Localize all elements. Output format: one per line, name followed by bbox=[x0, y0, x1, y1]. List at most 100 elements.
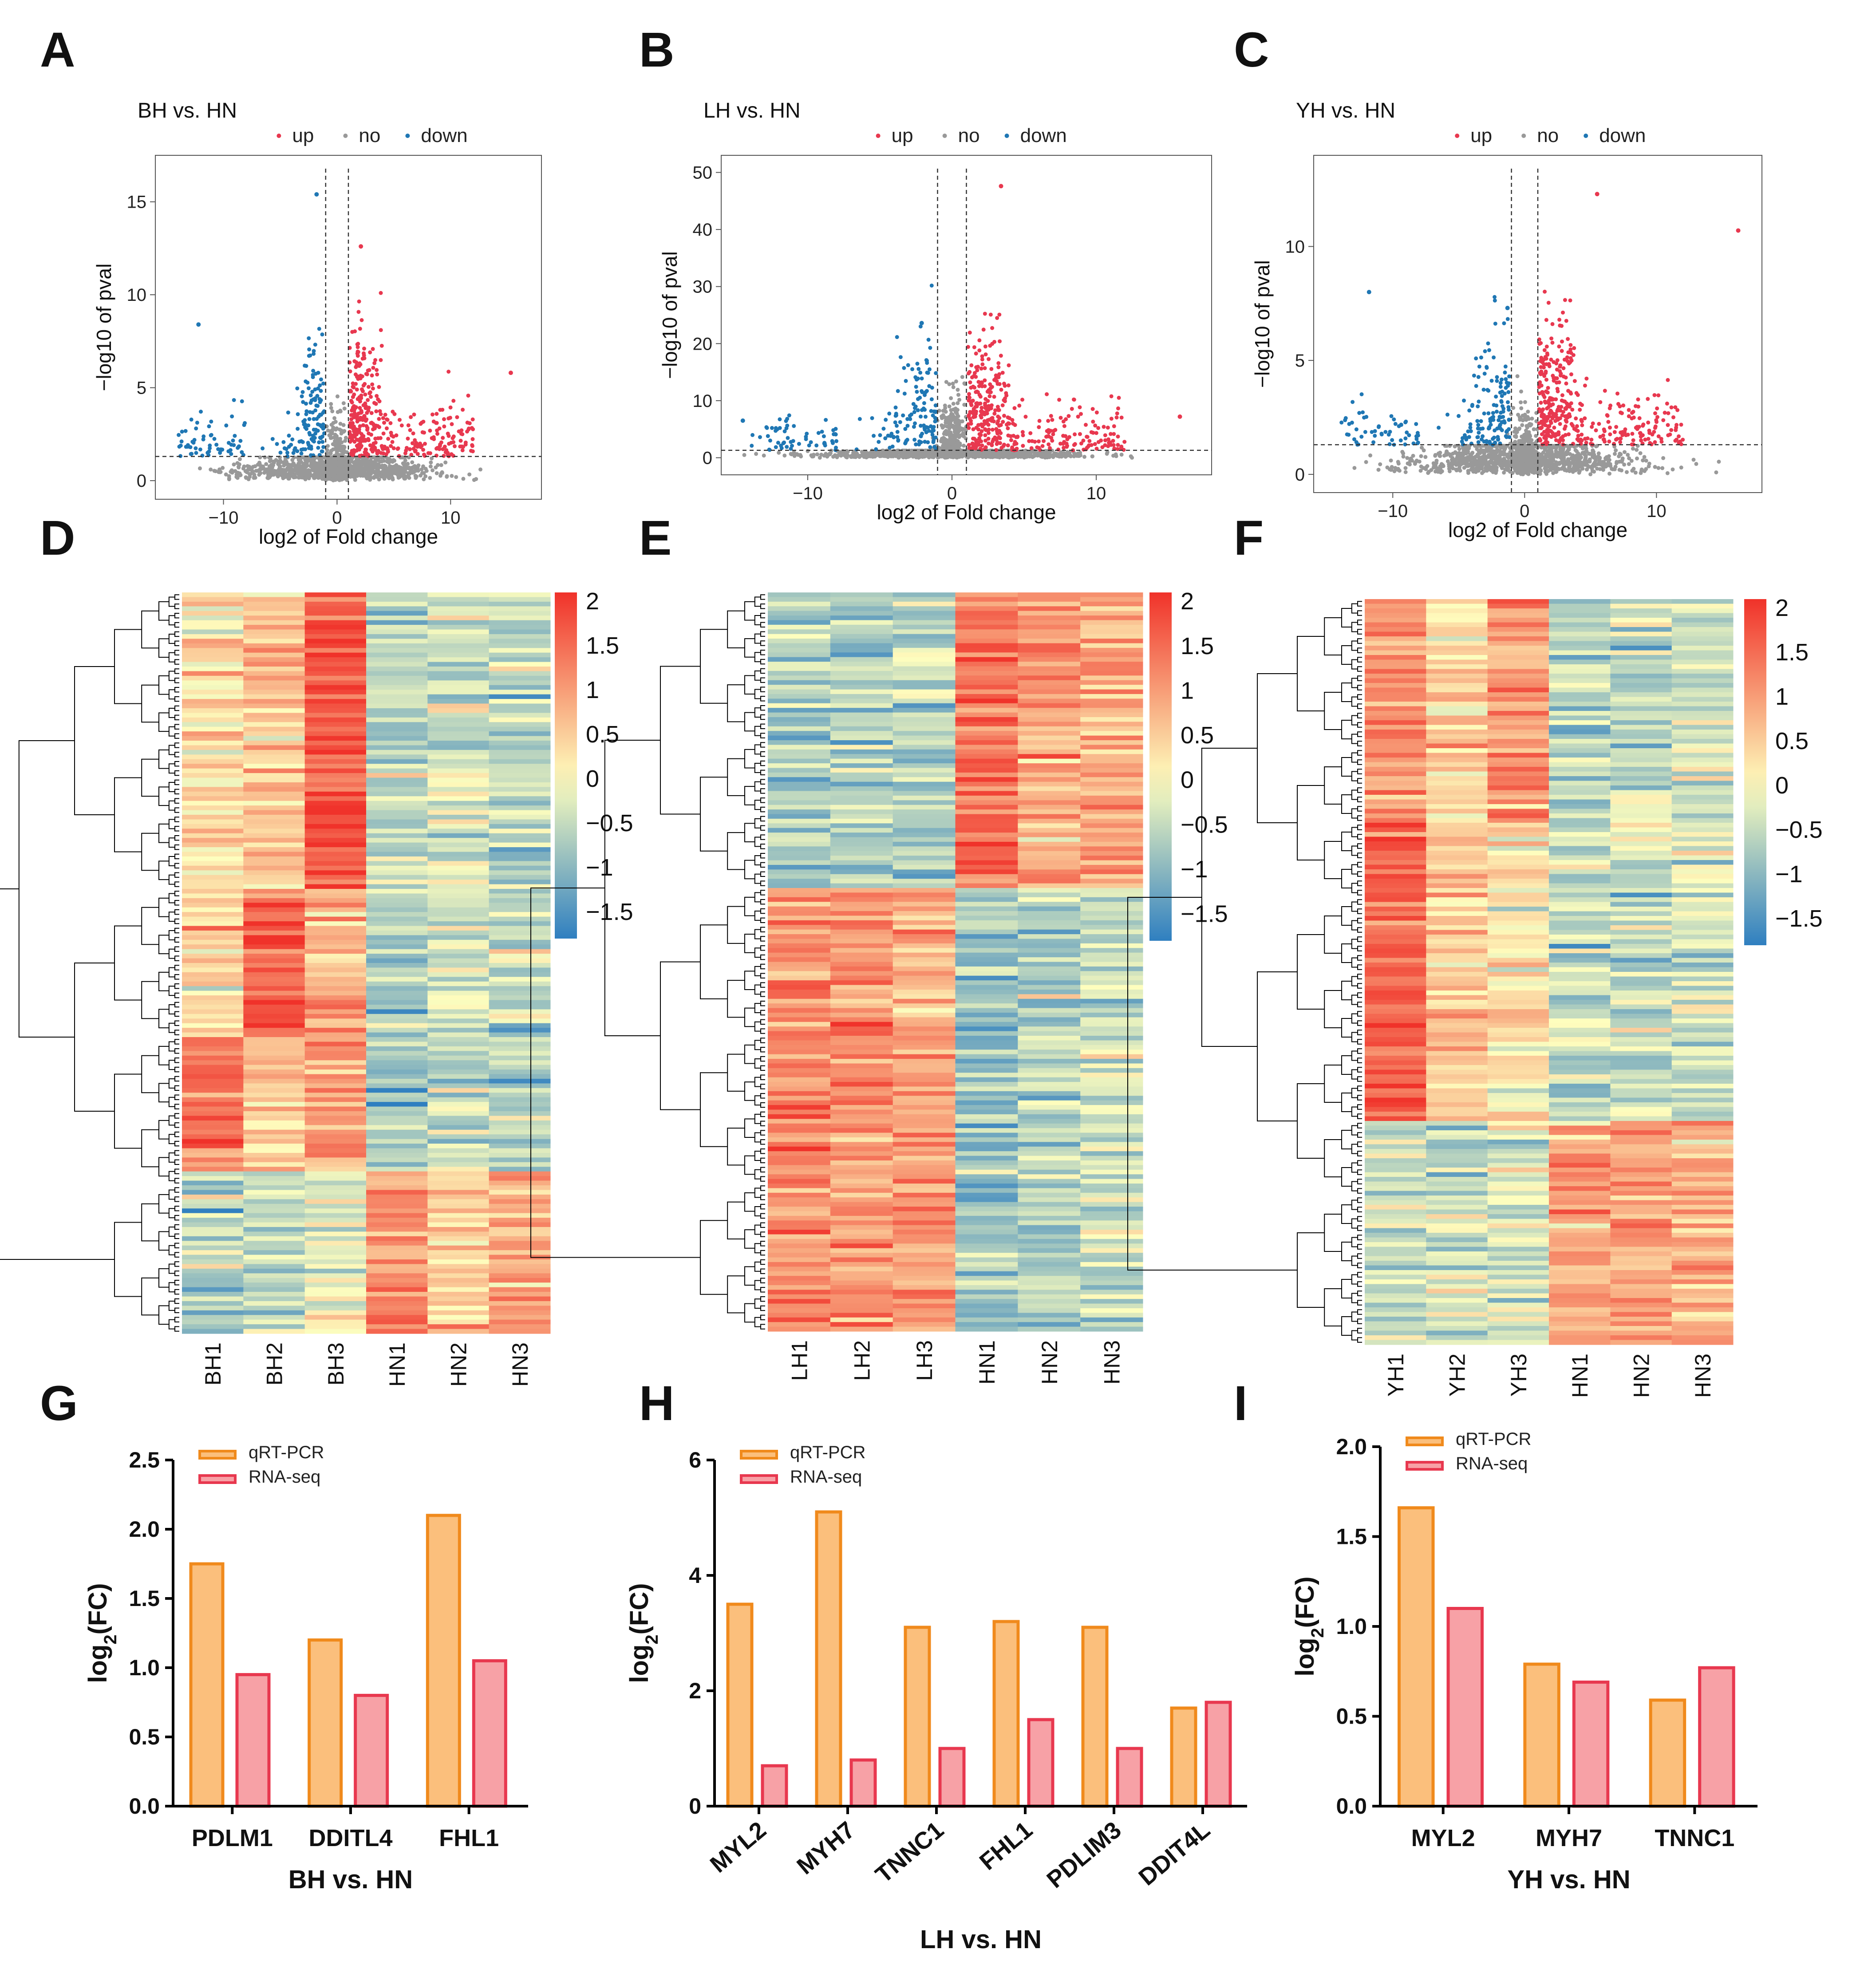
point-no bbox=[857, 454, 861, 458]
point-down bbox=[926, 440, 930, 445]
point-down bbox=[232, 443, 236, 447]
point-up bbox=[363, 382, 367, 386]
point-up bbox=[420, 430, 425, 434]
point-up bbox=[1093, 442, 1097, 446]
point-up bbox=[1029, 446, 1034, 450]
point-no bbox=[333, 420, 338, 424]
point-up bbox=[358, 327, 362, 331]
point-down bbox=[224, 423, 229, 428]
point-no bbox=[336, 447, 340, 452]
point-down bbox=[243, 421, 247, 425]
point-down bbox=[179, 439, 184, 444]
point-no bbox=[939, 446, 943, 450]
point-down bbox=[915, 362, 920, 366]
point-no bbox=[1544, 468, 1549, 472]
point-down bbox=[201, 434, 206, 438]
point-up bbox=[450, 422, 454, 426]
point-no bbox=[1447, 469, 1452, 474]
point-up bbox=[431, 435, 436, 439]
point-down bbox=[902, 366, 906, 370]
point-up bbox=[988, 382, 992, 387]
point-no bbox=[1624, 470, 1629, 474]
point-up bbox=[446, 434, 451, 438]
point-down bbox=[888, 446, 892, 450]
point-up bbox=[399, 423, 404, 428]
point-down bbox=[189, 417, 194, 422]
point-no bbox=[292, 473, 297, 477]
legend-label-no: no bbox=[1537, 125, 1559, 146]
point-down bbox=[913, 404, 918, 409]
point-no bbox=[371, 464, 375, 468]
point-outlier bbox=[359, 244, 363, 249]
point-no bbox=[1548, 458, 1553, 462]
point-no bbox=[264, 462, 269, 466]
point-no bbox=[1481, 469, 1486, 474]
point-up bbox=[1065, 437, 1070, 442]
point-no bbox=[403, 458, 407, 463]
point-no bbox=[1627, 456, 1631, 461]
point-up bbox=[983, 433, 987, 438]
point-no bbox=[1653, 465, 1657, 469]
point-up bbox=[995, 431, 1000, 436]
point-down bbox=[313, 431, 318, 436]
point-no bbox=[1066, 452, 1070, 456]
point-no bbox=[1433, 453, 1438, 457]
point-no bbox=[342, 449, 346, 453]
point-down bbox=[776, 441, 780, 445]
point-down bbox=[285, 454, 290, 458]
point-no bbox=[948, 418, 952, 422]
point-no bbox=[237, 465, 241, 470]
point-down bbox=[785, 445, 789, 449]
point-no bbox=[1368, 453, 1373, 458]
point-no bbox=[1467, 446, 1471, 450]
point-up bbox=[1014, 435, 1019, 439]
point-no bbox=[1470, 464, 1475, 469]
point-no bbox=[1417, 459, 1422, 464]
point-no bbox=[330, 409, 335, 414]
y-tick-label: 30 bbox=[693, 277, 713, 297]
point-down bbox=[912, 421, 917, 426]
point-no bbox=[419, 474, 423, 478]
point-no bbox=[1105, 450, 1110, 454]
point-up bbox=[369, 411, 374, 415]
point-no bbox=[762, 454, 766, 458]
point-no bbox=[235, 476, 240, 480]
point-no bbox=[265, 467, 270, 472]
point-no bbox=[398, 475, 402, 479]
point-no bbox=[315, 470, 319, 474]
point-up bbox=[1002, 398, 1006, 403]
point-no bbox=[944, 421, 948, 425]
point-up bbox=[467, 421, 472, 426]
point-up bbox=[350, 408, 355, 412]
point-no bbox=[337, 427, 342, 432]
point-up bbox=[388, 421, 393, 425]
panel-letter-i: I bbox=[1234, 1376, 1248, 1431]
point-no bbox=[1491, 450, 1496, 454]
point-down bbox=[307, 431, 312, 435]
point-down bbox=[311, 438, 315, 443]
point-up bbox=[379, 291, 383, 295]
point-up bbox=[357, 299, 361, 304]
point-down bbox=[310, 390, 315, 394]
point-up bbox=[989, 367, 994, 371]
point-down bbox=[895, 435, 900, 439]
point-up bbox=[979, 380, 984, 385]
point-down bbox=[770, 426, 774, 430]
point-no bbox=[331, 476, 336, 481]
point-no bbox=[1413, 461, 1417, 465]
point-no bbox=[410, 460, 415, 465]
point-no bbox=[1396, 460, 1400, 464]
point-no bbox=[1072, 454, 1076, 458]
point-up bbox=[385, 446, 390, 450]
point-down bbox=[919, 414, 923, 419]
y-tick-label: 20 bbox=[693, 334, 713, 354]
point-no bbox=[1397, 469, 1402, 473]
point-up bbox=[451, 399, 456, 403]
point-down bbox=[920, 431, 924, 436]
point-up bbox=[1109, 394, 1114, 399]
point-no bbox=[246, 477, 251, 481]
point-no bbox=[247, 472, 252, 476]
point-no bbox=[342, 429, 347, 433]
point-up bbox=[1093, 423, 1098, 428]
point-up bbox=[377, 399, 382, 403]
